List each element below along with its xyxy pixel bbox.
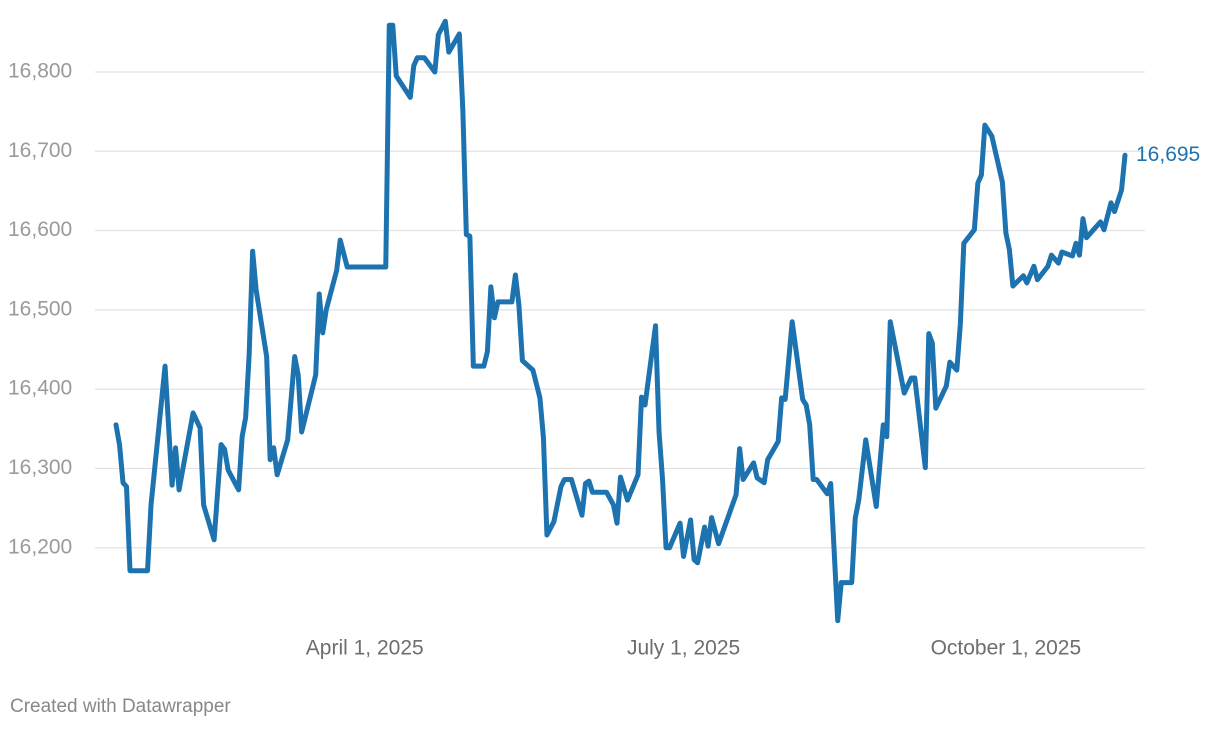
y-tick-label: 16,500 [8, 297, 72, 320]
y-tick-label: 16,800 [8, 60, 72, 83]
y-tick-label: 16,300 [8, 456, 72, 479]
y-tick-label: 16,200 [8, 535, 72, 558]
y-tick-label: 16,700 [8, 139, 72, 162]
credit: Created with Datawrapper [10, 696, 231, 717]
y-tick-label: 16,400 [8, 377, 72, 400]
y-tick-label: 16,600 [8, 218, 72, 241]
x-tick-label: October 1, 2025 [931, 637, 1082, 660]
x-tick-label: July 1, 2025 [627, 637, 740, 660]
x-tick-label: April 1, 2025 [306, 637, 424, 660]
end-label: 16,695 [1136, 143, 1200, 166]
line [113, 18, 1128, 624]
